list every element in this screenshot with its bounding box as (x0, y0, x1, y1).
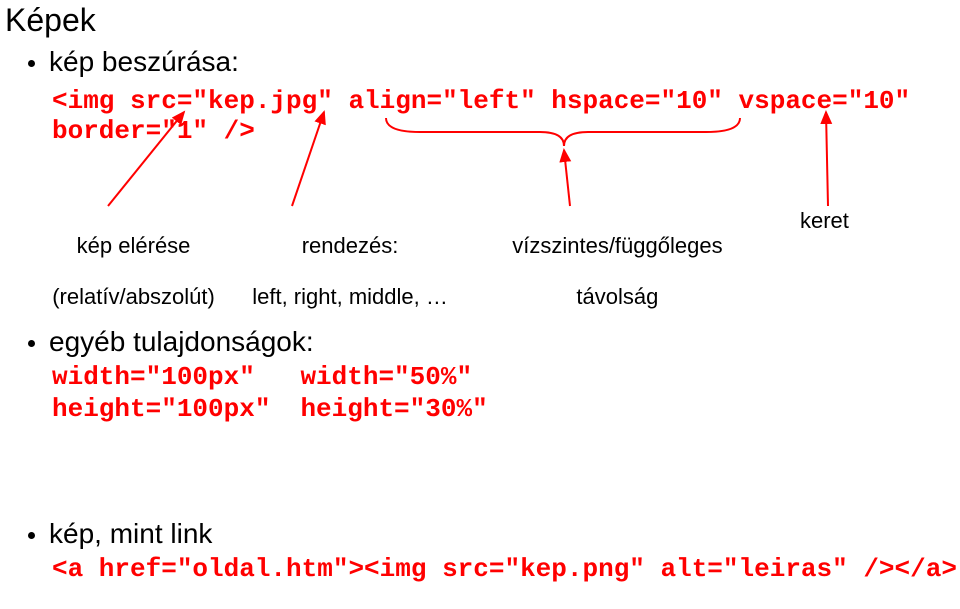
props-grid: width="100px" width="50%" height="100px"… (52, 362, 488, 424)
label-spacing-line2: távolság (576, 284, 658, 309)
bullet-dot (28, 532, 35, 539)
label-path-line2: (relatív/abszolút) (52, 284, 215, 309)
prop-width-px: width="100px" (52, 362, 270, 392)
label-align: rendezés: left, right, middle, … (240, 208, 448, 309)
label-path-line1: kép elérése (77, 233, 191, 258)
prop-height-px: height="100px" (52, 394, 270, 424)
bullet-image-link: kép, mint link (28, 518, 212, 550)
prop-width-pct: width="50%" (300, 362, 487, 392)
label-align-line2: left, right, middle, … (252, 284, 448, 309)
bullet-insert-image: kép beszúrása: (28, 46, 239, 78)
bullet-label: egyéb tulajdonságok: (49, 326, 314, 358)
bullet-dot (28, 60, 35, 67)
label-spacing-line1: vízszintes/függőleges (512, 233, 722, 258)
bullet-label: kép beszúrása: (49, 46, 239, 78)
label-path: kép elérése (relatív/abszolút) (40, 208, 215, 309)
bullet-other-props: egyéb tulajdonságok: (28, 326, 314, 358)
code-img-tag: <img src="kep.jpg" align="left" hspace="… (52, 86, 960, 146)
prop-height-pct: height="30%" (300, 394, 487, 424)
code-image-link: <a href="oldal.htm"><img src="kep.png" a… (52, 554, 957, 584)
bullet-label: kép, mint link (49, 518, 212, 550)
label-spacing: vízszintes/függőleges távolság (500, 208, 723, 309)
label-align-line1: rendezés: (302, 233, 399, 258)
label-border: keret (800, 208, 849, 233)
page-title: Képek (5, 2, 96, 39)
bullet-dot (28, 340, 35, 347)
